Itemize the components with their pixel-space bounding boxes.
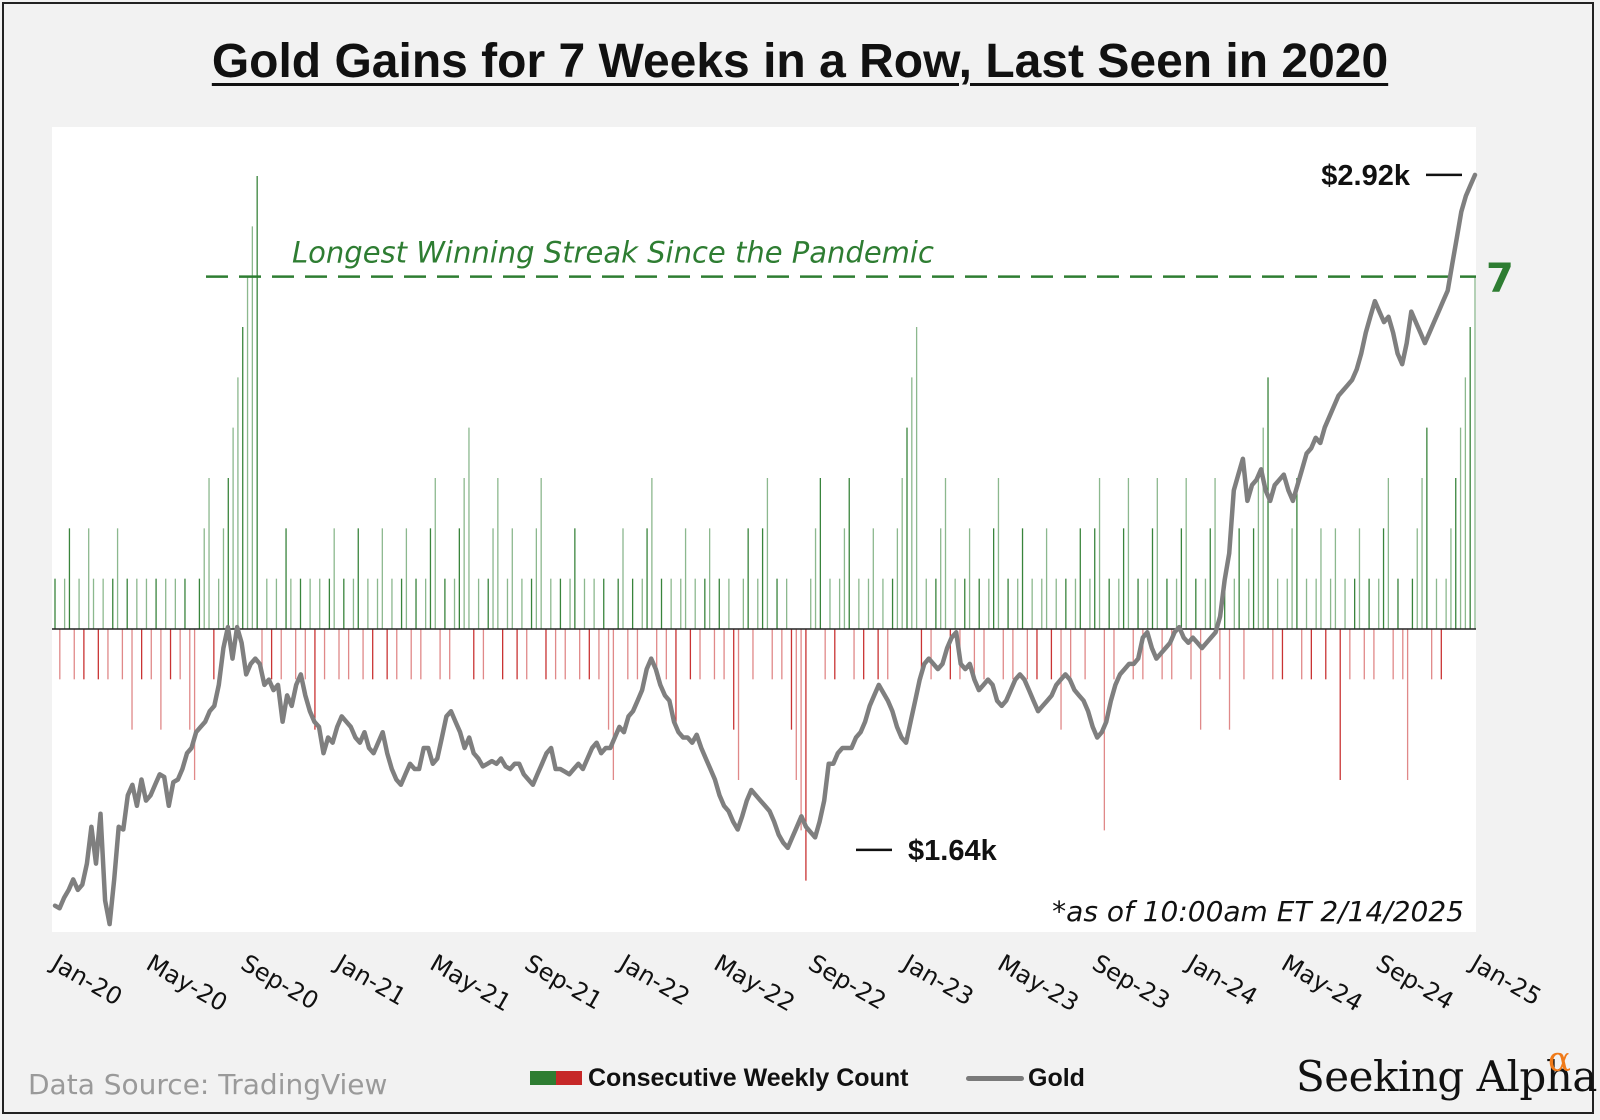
- x-tick-label: May-24: [1277, 949, 1368, 1017]
- max-value-label: $2.92k: [1321, 160, 1411, 192]
- x-tick-label: Jan-24: [1180, 948, 1262, 1011]
- streak-bars: [54, 176, 1476, 881]
- streak-annotation-label: Longest Winning Streak Since the Pandemi…: [292, 236, 934, 270]
- x-tick-label: Sep-24: [1371, 949, 1458, 1015]
- x-tick-label: May-20: [142, 949, 233, 1017]
- min-value-label: $1.64k: [908, 835, 998, 867]
- legend-swatch-gold: [966, 1075, 1024, 1081]
- x-tick-label: Sep-22: [804, 949, 891, 1015]
- x-axis-ticks: Jan-20 May-20 Sep-20 Jan-21 May-21 Sep-21 Jan-…: [45, 948, 1546, 1017]
- as-of-note: *as of 10:00am ET 2/14/2025: [1052, 895, 1464, 928]
- x-tick-label: Jan-21: [329, 948, 411, 1011]
- x-tick-label: May-21: [425, 949, 516, 1017]
- legend-swatch-gain: [530, 1071, 556, 1085]
- x-tick-label: May-23: [993, 949, 1084, 1017]
- x-tick-label: Sep-23: [1088, 949, 1175, 1015]
- chart-title: Gold Gains for 7 Weeks in a Row, Last Se…: [211, 35, 1389, 88]
- legend-item-streak: Consecutive Weekly Count: [530, 1062, 908, 1094]
- x-tick-label: Jan-20: [45, 948, 127, 1011]
- x-tick-label: Jan-22: [613, 948, 695, 1011]
- annotations: $2.92k $1.64k *as of 10:00am ET 2/14/2025: [856, 160, 1464, 928]
- gold-series: [52, 172, 1478, 927]
- x-tick-label: Jan-23: [897, 948, 979, 1011]
- data-source-label: Data Source: TradingView: [28, 1068, 388, 1101]
- x-tick-label: Jan-25: [1464, 948, 1546, 1011]
- x-tick-label: Sep-21: [520, 949, 607, 1015]
- x-tick-label: May-22: [709, 949, 800, 1017]
- legend-label-streak: Consecutive Weekly Count: [588, 1063, 909, 1092]
- x-tick-label: Sep-20: [236, 949, 323, 1015]
- legend-item-gold: Gold: [966, 1062, 1085, 1094]
- gold-line: [52, 172, 1478, 927]
- legend-swatch-loss: [556, 1071, 582, 1085]
- streak-annotation: Longest Winning Streak Since the Pandemi…: [206, 236, 1514, 302]
- streak-value-label: 7: [1486, 256, 1514, 302]
- legend-label-gold: Gold: [1028, 1063, 1085, 1092]
- brand-logo-text: Seeking Alpha: [1296, 1052, 1597, 1101]
- brand-alpha-icon: α: [1548, 1040, 1571, 1080]
